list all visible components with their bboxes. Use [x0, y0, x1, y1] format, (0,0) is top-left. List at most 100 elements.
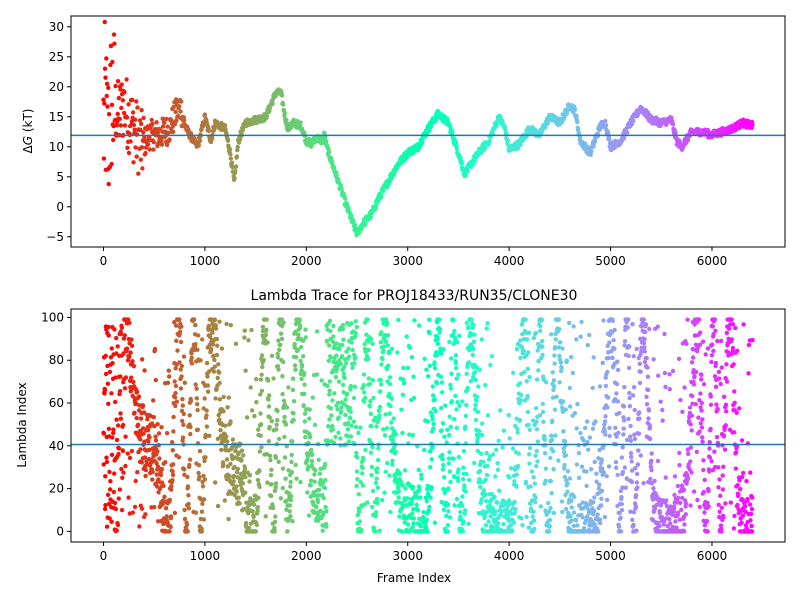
lambda-point [531, 475, 536, 480]
lambda-point [252, 413, 257, 419]
lambda-point [460, 399, 465, 404]
lambda-point [153, 434, 158, 439]
lambda-point [612, 346, 617, 351]
lambda-point [551, 449, 556, 454]
lambda-point [180, 435, 186, 440]
lambda-point [361, 390, 367, 395]
lambda-point [243, 490, 248, 495]
lambda-point [267, 453, 273, 458]
y-tick-label: 20 [49, 482, 64, 496]
lambda-point [709, 353, 715, 358]
lambda-point [441, 462, 446, 468]
lambda-point [676, 495, 681, 501]
lambda-point [108, 479, 113, 484]
lambda-point [483, 523, 489, 528]
lambda-point [153, 438, 159, 443]
lambda-point [302, 382, 307, 387]
lambda-point [247, 479, 252, 484]
lambda-point [330, 427, 335, 432]
delta-g-point [279, 93, 285, 98]
y-tick-label: 15 [49, 110, 64, 124]
lambda-point [417, 487, 422, 492]
lambda-point [349, 340, 354, 345]
lambda-point [200, 484, 206, 489]
lambda-point [726, 326, 732, 331]
lambda-point [744, 478, 749, 484]
lambda-point [456, 478, 461, 484]
lambda-point [619, 507, 625, 513]
lambda-point [357, 507, 362, 512]
lambda-point [312, 479, 317, 484]
lambda-point [667, 372, 672, 377]
lambda-point [164, 431, 170, 436]
delta-g-point [112, 41, 117, 46]
lambda-point [113, 375, 118, 380]
lambda-point [269, 482, 274, 487]
lambda-point [415, 508, 421, 513]
lambda-point [170, 448, 175, 453]
lambda-point [615, 399, 621, 404]
lambda-point [559, 365, 564, 371]
lambda-point [637, 361, 642, 366]
delta-g-point [664, 121, 669, 127]
lambda-point [690, 393, 695, 399]
lambda-point [342, 365, 347, 370]
delta-g-point [141, 130, 146, 135]
lambda-point [520, 523, 525, 528]
lambda-point [269, 353, 275, 358]
lambda-point [560, 509, 565, 515]
lambda-point [713, 360, 718, 366]
lambda-point [231, 473, 237, 479]
lambda-point [236, 495, 241, 500]
lambda-point [551, 510, 556, 516]
lambda-point [549, 491, 554, 496]
lambda-point [484, 326, 489, 331]
lambda-point [234, 489, 239, 494]
lambda-point [114, 417, 119, 422]
lambda-point [189, 361, 195, 366]
delta-g-point [110, 59, 115, 65]
lambda-point [700, 339, 706, 344]
delta-g-point [111, 32, 117, 37]
lambda-point [647, 326, 652, 332]
lambda-point [747, 502, 753, 507]
lambda-point [350, 347, 355, 353]
lambda-point [485, 413, 491, 418]
lambda-point [370, 504, 375, 510]
lambda-point [707, 440, 712, 445]
lambda-point [321, 495, 326, 501]
delta-g-point [223, 123, 228, 128]
lambda-point [193, 322, 198, 328]
lambda-point [497, 488, 502, 493]
y-tick-label: −5 [46, 230, 64, 244]
delta-g-point [673, 130, 678, 136]
lambda-point [560, 346, 565, 351]
lambda-point [453, 393, 458, 399]
lambda-point [721, 394, 727, 399]
lambda-point [581, 438, 586, 443]
lambda-point [254, 377, 259, 382]
delta-g-point [171, 104, 176, 110]
lambda-point [425, 419, 430, 424]
lambda-point [346, 439, 352, 444]
lambda-point [456, 372, 461, 377]
lambda-point [282, 414, 287, 420]
lambda-point [172, 320, 177, 325]
delta-g-point [518, 142, 523, 147]
lambda-point [446, 461, 451, 466]
lambda-point [628, 438, 633, 443]
lambda-point [280, 466, 286, 471]
lambda-point [500, 445, 505, 450]
delta-g-point [147, 147, 152, 152]
lambda-point [268, 473, 274, 478]
lambda-point [738, 486, 743, 492]
lambda-point [163, 506, 169, 511]
lambda-point [205, 389, 211, 394]
delta-g-point [420, 139, 425, 145]
lambda-point [630, 517, 635, 522]
lambda-point [730, 322, 736, 327]
lambda-point [377, 413, 382, 418]
lambda-point [456, 454, 461, 460]
lambda-point [365, 500, 370, 505]
lambda-point [213, 396, 218, 401]
